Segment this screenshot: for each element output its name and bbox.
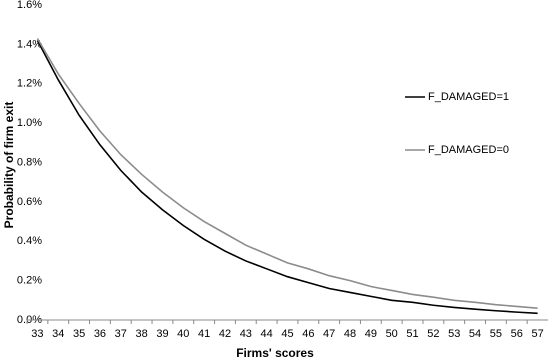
y-tick-label: 0.2% xyxy=(17,275,42,287)
x-tick-label: 41 xyxy=(198,328,210,340)
x-tick-label: 46 xyxy=(302,328,314,340)
x-tick-label: 45 xyxy=(281,328,293,340)
y-tick-label: 1.6% xyxy=(17,0,42,11)
x-tick-label: 55 xyxy=(490,328,502,340)
y-tick-label: 0.8% xyxy=(17,156,42,168)
y-axis-title: Probability of firm exit xyxy=(2,102,16,229)
x-tick-label: 35 xyxy=(73,328,85,340)
x-tick-label: 54 xyxy=(469,328,481,340)
line-series xyxy=(36,38,538,309)
x-tick-label: 51 xyxy=(406,328,418,340)
x-tick-label: 40 xyxy=(177,328,189,340)
x-tick-label: 44 xyxy=(261,328,273,340)
x-tick-label: 48 xyxy=(344,328,356,340)
x-tick-label: 50 xyxy=(386,328,398,340)
x-tick-label: 34 xyxy=(52,328,64,340)
x-tick-label: 56 xyxy=(511,328,523,340)
x-tick-label: 47 xyxy=(323,328,335,340)
x-tick-label: 49 xyxy=(365,328,377,340)
x-tick-label: 43 xyxy=(240,328,252,340)
x-tick-label: 53 xyxy=(448,328,460,340)
legend-label: F_DAMAGED=0 xyxy=(428,144,509,156)
x-tick-label: 42 xyxy=(219,328,231,340)
y-tick-label: 0.6% xyxy=(17,196,42,208)
y-tick-label: 1.4% xyxy=(17,38,42,50)
y-tick-label: 1.0% xyxy=(17,117,42,129)
x-tick-label: 52 xyxy=(427,328,439,340)
line-series xyxy=(36,40,538,315)
y-tick-label: 0.4% xyxy=(17,235,42,247)
x-tick-label: 38 xyxy=(135,328,147,340)
x-tick-label: 37 xyxy=(115,328,127,340)
y-tick-label: 1.2% xyxy=(17,78,42,90)
x-axis-title: Firms' scores xyxy=(236,346,314,360)
x-tick-label: 33 xyxy=(31,328,43,340)
legend-label: F_DAMAGED=1 xyxy=(428,91,509,103)
x-tick-label: 57 xyxy=(531,328,543,340)
x-tick-label: 39 xyxy=(156,328,168,340)
x-tick-label: 36 xyxy=(94,328,106,340)
